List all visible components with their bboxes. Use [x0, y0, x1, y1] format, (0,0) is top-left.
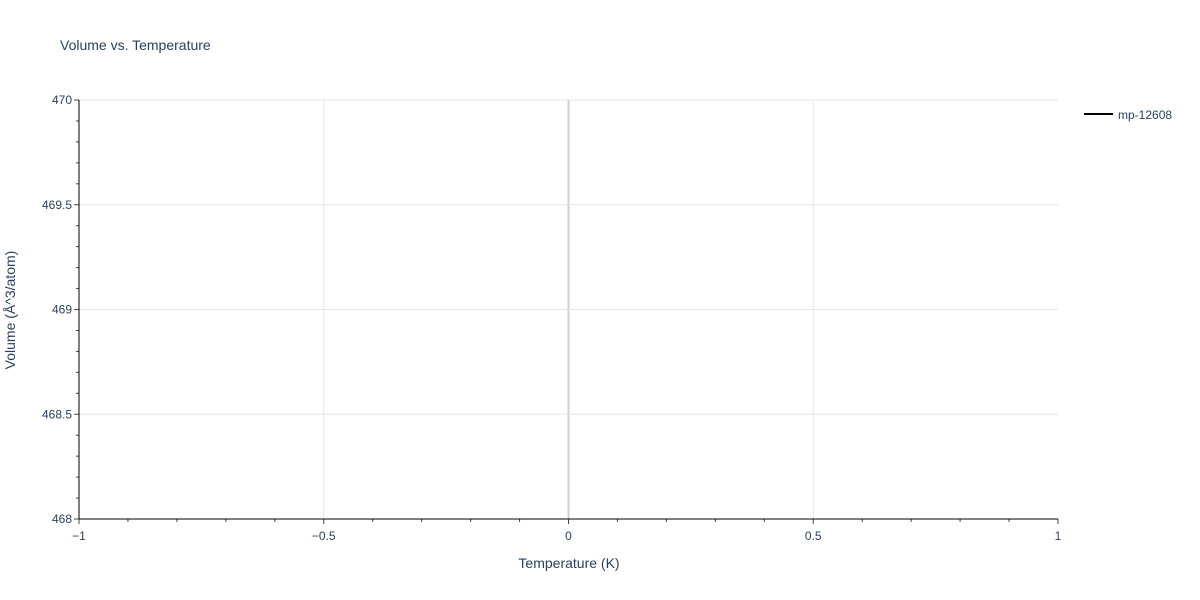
- legend[interactable]: mp-12608: [1084, 108, 1172, 122]
- axes: −1 −0.5 0 0.5 1 468 468.5 469 469.5 470: [42, 93, 1062, 543]
- x-tick-label: −0.5: [312, 529, 336, 543]
- x-tick-label: 1: [1055, 529, 1062, 543]
- grid: [79, 99, 1058, 519]
- legend-label-mp-12608[interactable]: mp-12608: [1118, 108, 1172, 122]
- y-tick-label: 469: [52, 303, 72, 317]
- y-tick-label: 470: [52, 93, 72, 107]
- y-tick-label: 468.5: [42, 407, 72, 421]
- x-tick-label: −1: [72, 529, 86, 543]
- y-tick-label: 468: [52, 512, 72, 526]
- x-axis-label: Temperature (K): [518, 555, 619, 571]
- chart-title: Volume vs. Temperature: [60, 37, 211, 53]
- y-tick-label: 469.5: [42, 198, 72, 212]
- x-tick-label: 0: [565, 529, 572, 543]
- x-tick-label: 0.5: [805, 529, 822, 543]
- y-axis-label: Volume (Å^3/atom): [2, 251, 18, 370]
